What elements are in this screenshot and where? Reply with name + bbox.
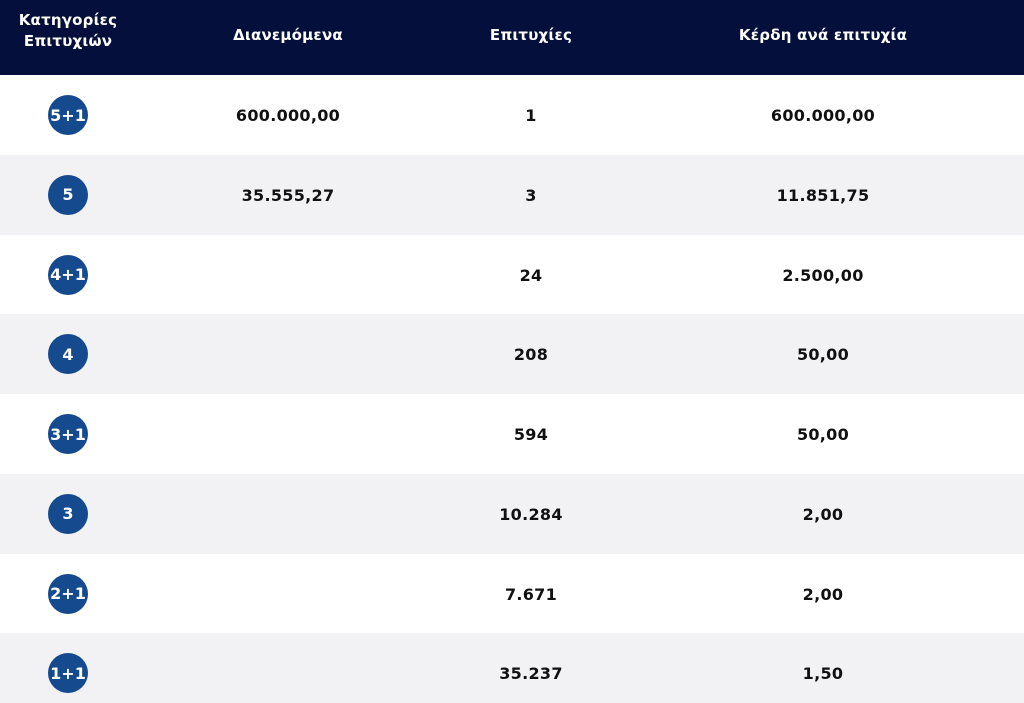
category-cell: 1+1 xyxy=(0,633,136,703)
prize-cell: 2,00 xyxy=(802,584,844,604)
winners-cell: 7.671 xyxy=(504,584,558,604)
header-distributed: Διανεμόμενα xyxy=(233,26,343,44)
distributed-cell xyxy=(136,474,440,554)
category-cell: 3+1 xyxy=(0,394,136,474)
table-row: 5+1 600.000,00 1 600.000,00 xyxy=(0,75,1024,155)
prize-cell: 1,50 xyxy=(802,664,844,684)
distributed-cell xyxy=(136,235,440,315)
winners-cell: 24 xyxy=(519,265,543,285)
header-categories-line2: Επιτυχιών xyxy=(23,32,113,50)
header-prize-per-winner: Κέρδη ανά επιτυχία xyxy=(738,26,908,44)
category-cell: 3 xyxy=(0,474,136,554)
prize-cell: 11.851,75 xyxy=(776,185,870,205)
table-row: 2+1 7.671 2,00 xyxy=(0,553,1024,634)
category-cell: 5+1 xyxy=(0,75,136,155)
category-cell: 5 xyxy=(0,155,136,235)
table-row: 1+1 35.237 1,50 xyxy=(0,633,1024,703)
header-winners: Επιτυχίες xyxy=(489,26,573,44)
category-cell: 4 xyxy=(0,314,136,394)
winners-cell: 208 xyxy=(513,345,549,365)
distributed-cell xyxy=(136,314,440,394)
category-badge: 3+1 xyxy=(48,414,88,454)
category-cell: 2+1 xyxy=(0,554,136,634)
distributed-cell: 35.555,27 xyxy=(241,185,335,205)
category-badge: 4+1 xyxy=(48,254,88,295)
distributed-cell xyxy=(136,554,440,634)
category-badge: 5 xyxy=(48,174,88,215)
distributed-cell xyxy=(136,394,440,474)
prize-cell: 2.500,00 xyxy=(782,265,864,285)
header-categories-line1: Κατηγορίες xyxy=(18,11,118,29)
header-row: Κατηγορίες Επιτυχιών Διανεμόμενα Επιτυχί… xyxy=(0,0,1024,75)
category-badge: 3 xyxy=(48,493,88,534)
winners-cell: 3 xyxy=(525,185,537,205)
header-categories: Κατηγορίες Επιτυχιών xyxy=(0,0,136,75)
table-row: 4+1 24 2.500,00 xyxy=(0,234,1024,315)
table-body: 5+1 600.000,00 1 600.000,00 5 35.555,27 … xyxy=(0,75,1024,703)
winners-cell: 10.284 xyxy=(499,504,563,524)
prize-cell: 50,00 xyxy=(796,425,850,444)
category-badge: 5+1 xyxy=(48,95,88,135)
category-badge: 1+1 xyxy=(48,653,88,694)
winners-cell: 35.237 xyxy=(499,664,563,684)
winners-cell: 594 xyxy=(513,425,549,444)
table-row: 4 208 50,00 xyxy=(0,314,1024,394)
category-cell: 4+1 xyxy=(0,235,136,315)
prize-cell: 2,00 xyxy=(802,504,844,524)
table-row: 3+1 594 50,00 xyxy=(0,394,1024,474)
prize-cell: 600.000,00 xyxy=(770,106,876,125)
distributed-cell: 600.000,00 xyxy=(235,106,341,125)
table-header: Κατηγορίες Επιτυχιών Διανεμόμενα Επιτυχί… xyxy=(0,0,1024,75)
category-badge: 2+1 xyxy=(48,573,88,614)
table-row: 3 10.284 2,00 xyxy=(0,473,1024,554)
winners-cell: 1 xyxy=(525,106,537,125)
category-badge: 4 xyxy=(48,334,88,375)
prize-cell: 50,00 xyxy=(796,345,850,365)
distributed-cell xyxy=(136,633,440,703)
table-row: 5 35.555,27 3 11.851,75 xyxy=(0,154,1024,235)
